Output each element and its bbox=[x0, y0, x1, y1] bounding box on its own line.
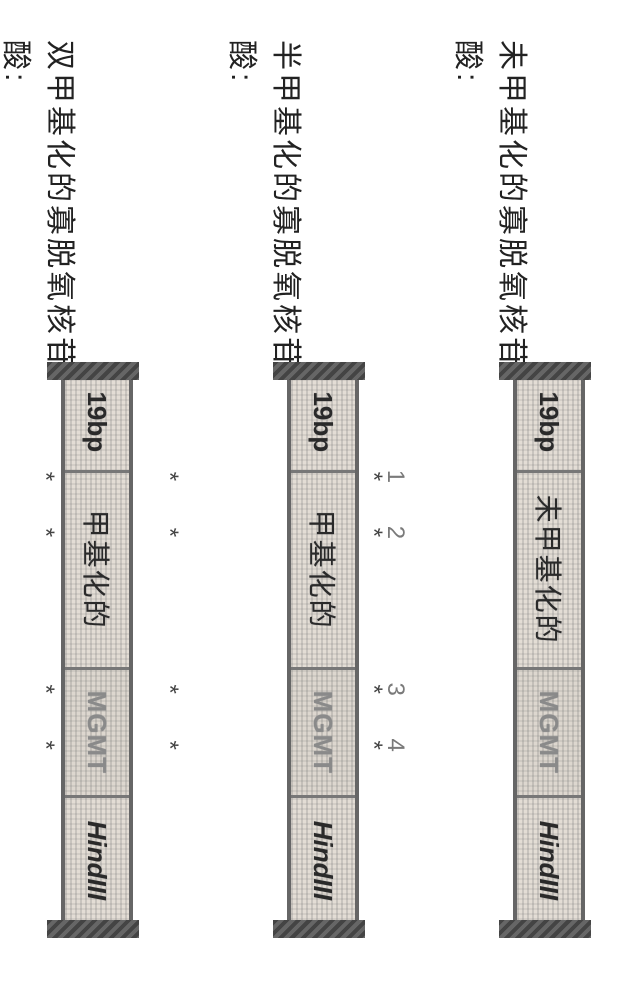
end-cap-left bbox=[499, 362, 591, 380]
marker-star-icon: * bbox=[33, 685, 57, 694]
methylation-marker: * bbox=[33, 517, 57, 547]
end-cap-left bbox=[47, 362, 139, 380]
top-marker-row: * * * * bbox=[131, 370, 181, 930]
methylation-marker: * bbox=[33, 674, 57, 704]
marker-number: 2 bbox=[383, 526, 407, 539]
end-cap-right bbox=[47, 920, 139, 938]
row-label: 双甲基化的寡脱氧核苷酸: bbox=[0, 40, 133, 370]
segment-hind: HindIII bbox=[517, 798, 581, 926]
construct-wrap: 19bp未甲基化的MGMTHindIII bbox=[513, 370, 585, 930]
marker-star-icon: * bbox=[361, 685, 385, 694]
dna-construct: 19bp未甲基化的MGMTHindIII bbox=[513, 370, 585, 930]
marker-number: 4 bbox=[383, 739, 407, 752]
marker-star-icon: * bbox=[361, 472, 385, 481]
construct-wrap: ****19bp甲基化的MGMTHindIII**** bbox=[61, 370, 133, 930]
end-cap-right bbox=[273, 920, 365, 938]
segment-bp: 19bp bbox=[517, 374, 581, 473]
methylation-marker: * bbox=[33, 461, 57, 491]
construct-row: 未甲基化的寡脱氧核苷酸:19bp未甲基化的MGMTHindIII bbox=[449, 40, 585, 960]
methylation-marker: 4* bbox=[361, 730, 407, 760]
dna-construct: 19bp甲基化的MGMTHindIII bbox=[61, 370, 133, 930]
segment-hind: HindIII bbox=[291, 798, 355, 926]
top-marker-row: 1*2*3*4* bbox=[357, 370, 407, 930]
row-label: 半甲基化的寡脱氧核苷酸: bbox=[223, 40, 359, 370]
bottom-marker-row: * * * * bbox=[13, 370, 63, 930]
construct-row: 双甲基化的寡脱氧核苷酸:****19bp甲基化的MGMTHindIII**** bbox=[0, 40, 133, 960]
segment-meth: 甲基化的 bbox=[65, 473, 129, 670]
row-label: 未甲基化的寡脱氧核苷酸: bbox=[449, 40, 585, 370]
marker-star-icon: * bbox=[157, 685, 181, 694]
segment-meth: 未甲基化的 bbox=[517, 473, 581, 670]
dna-construct: 19bp甲基化的MGMTHindIII bbox=[287, 370, 359, 930]
marker-star-icon: * bbox=[33, 741, 57, 750]
marker-star-icon: * bbox=[361, 741, 385, 750]
segment-bp: 19bp bbox=[65, 374, 129, 473]
construct-wrap: 1*2*3*4*19bp甲基化的MGMTHindIII bbox=[287, 370, 359, 930]
segment-bp: 19bp bbox=[291, 374, 355, 473]
methylation-marker: 3* bbox=[361, 674, 407, 704]
methylation-marker: 2* bbox=[361, 517, 407, 547]
segment-mgmt: MGMT bbox=[65, 670, 129, 798]
methylation-marker: * bbox=[157, 461, 181, 491]
segment-mgmt: MGMT bbox=[291, 670, 355, 798]
marker-star-icon: * bbox=[157, 472, 181, 481]
marker-number: 1 bbox=[383, 470, 407, 483]
marker-star-icon: * bbox=[33, 472, 57, 481]
end-cap-left bbox=[273, 362, 365, 380]
segment-mgmt: MGMT bbox=[517, 670, 581, 798]
marker-star-icon: * bbox=[33, 528, 57, 537]
construct-row: 半甲基化的寡脱氧核苷酸:1*2*3*4*19bp甲基化的MGMTHindIII bbox=[223, 40, 359, 960]
marker-star-icon: * bbox=[157, 741, 181, 750]
marker-star-icon: * bbox=[361, 528, 385, 537]
end-cap-right bbox=[499, 920, 591, 938]
methylation-marker: * bbox=[157, 674, 181, 704]
methylation-marker: * bbox=[33, 730, 57, 760]
methylation-marker: * bbox=[157, 517, 181, 547]
methylation-marker: 1* bbox=[361, 461, 407, 491]
marker-number: 3 bbox=[383, 683, 407, 696]
segment-meth: 甲基化的 bbox=[291, 473, 355, 670]
marker-star-icon: * bbox=[157, 528, 181, 537]
segment-hind: HindIII bbox=[65, 798, 129, 926]
methylation-marker: * bbox=[157, 730, 181, 760]
